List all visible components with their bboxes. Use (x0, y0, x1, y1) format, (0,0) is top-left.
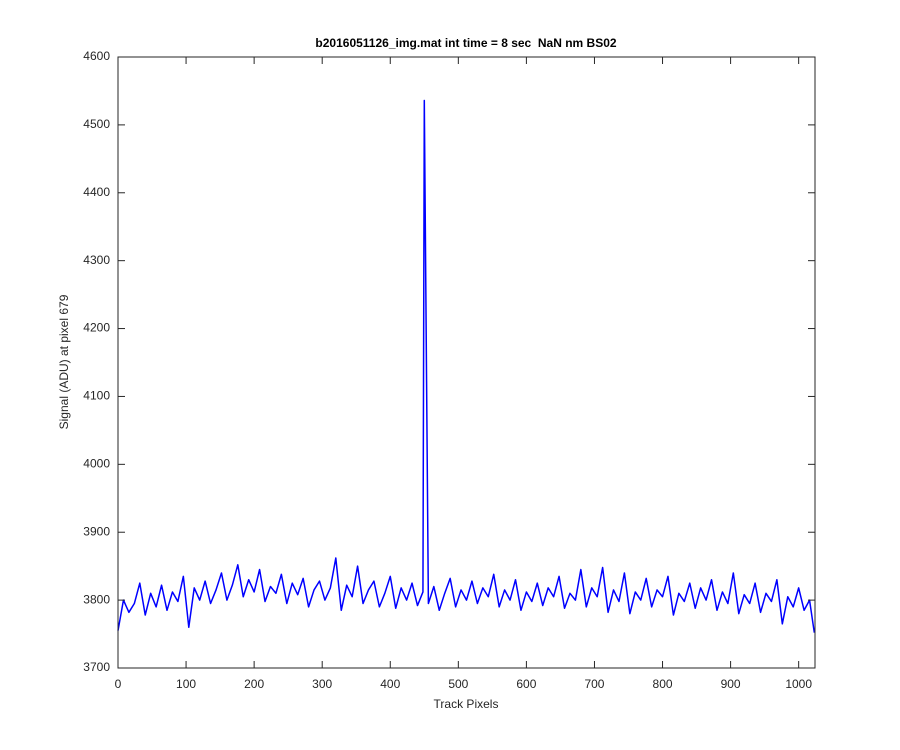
x-tick-label: 300 (312, 677, 332, 691)
x-tick-label: 700 (584, 677, 604, 691)
y-axis-label: Signal (ADU) at pixel 679 (57, 294, 71, 429)
y-tick-label: 4500 (83, 117, 110, 131)
x-tick-label: 100 (176, 677, 196, 691)
x-tick-label: 0 (115, 677, 122, 691)
y-tick-label: 3700 (83, 660, 110, 674)
data-line (117, 99, 816, 633)
x-tick-label: 600 (516, 677, 536, 691)
x-tick-label: 500 (448, 677, 468, 691)
y-tick-label: 4200 (83, 321, 110, 335)
x-tick-label: 900 (721, 677, 741, 691)
y-tick-label: 4100 (83, 389, 110, 403)
y-tick-label: 3900 (83, 524, 110, 538)
y-tick-label: 4300 (83, 253, 110, 267)
axes-box (117, 56, 816, 669)
y-tick-label: 4400 (83, 185, 110, 199)
x-axis-label: Track Pixels (434, 697, 499, 711)
x-tick-label: 400 (380, 677, 400, 691)
chart-title: b2016051126_img.mat int time = 8 sec NaN… (315, 36, 616, 50)
x-tick-label: 1000 (785, 677, 812, 691)
x-tick-label: 800 (653, 677, 673, 691)
y-tick-label: 4000 (83, 457, 110, 471)
x-tick-label: 200 (244, 677, 264, 691)
y-tick-label: 3800 (83, 592, 110, 606)
y-tick-label: 4600 (83, 49, 110, 63)
